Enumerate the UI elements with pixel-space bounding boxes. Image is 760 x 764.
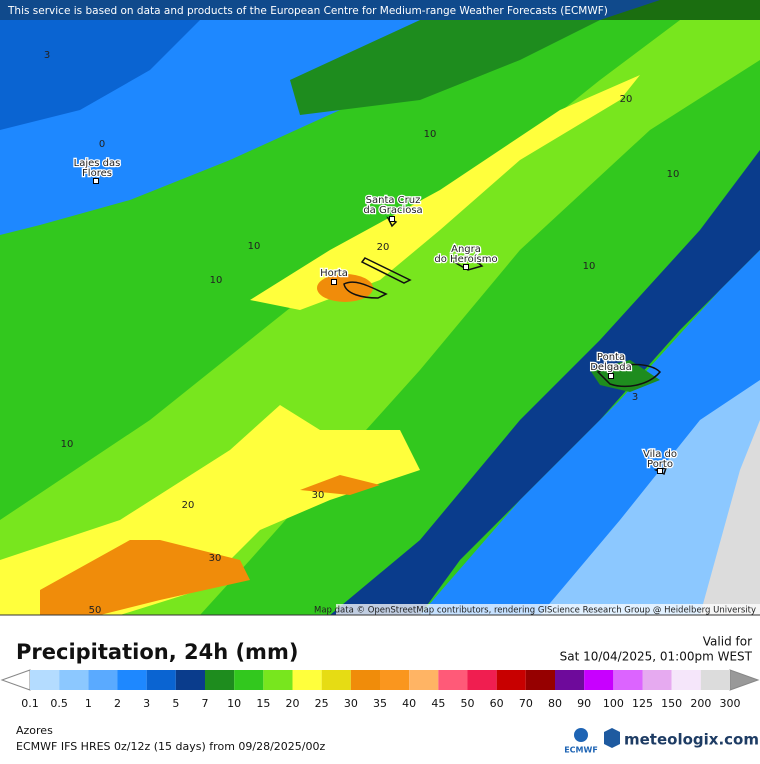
- place-label: Vila do: [643, 449, 677, 460]
- colorbar-swatch: [205, 670, 235, 690]
- contour-label: 10: [210, 275, 223, 286]
- colorbar-label: 7: [202, 697, 209, 710]
- colorbar-label: 200: [690, 697, 711, 710]
- colorbar-swatch: [117, 670, 147, 690]
- colorbar-label: 2: [114, 697, 121, 710]
- colorbar-label: 5: [172, 697, 179, 710]
- ecmwf-icon: [574, 728, 588, 742]
- colorbar-label: 30: [344, 697, 358, 710]
- valid-label: Valid for: [703, 635, 752, 649]
- place-label: Lajes das: [74, 158, 121, 169]
- place-label: Santa Cruz: [366, 195, 421, 206]
- colorbar-swatch: [438, 670, 468, 690]
- contour-label: 30: [209, 553, 222, 564]
- colorbar-under: [0, 669, 31, 691]
- colorbar-label: 0.1: [21, 697, 39, 710]
- colorbar-label: 0.5: [50, 697, 68, 710]
- place-label: Ponta: [597, 352, 625, 363]
- colorbar-swatch: [467, 670, 497, 690]
- colorbar-label: 80: [548, 697, 562, 710]
- colorbar-swatch: [234, 670, 264, 690]
- place-label: da Graciosa: [363, 205, 422, 216]
- colorbar-swatch: [584, 670, 614, 690]
- contour-label: 20: [620, 94, 633, 105]
- colorbar-label: 25: [315, 697, 329, 710]
- colorbar-swatch: [525, 670, 555, 690]
- colorbar-swatch: [321, 670, 351, 690]
- contour-label: 50: [89, 605, 102, 616]
- place-marker: [608, 373, 614, 379]
- colorbar-label: 50: [461, 697, 475, 710]
- colorbar-swatch: [146, 670, 176, 690]
- colorbar-swatch: [555, 670, 585, 690]
- colorbar-swatch: [30, 670, 60, 690]
- brand: meteologix.com: [624, 731, 759, 749]
- colorbar-label: 35: [373, 697, 387, 710]
- attribution: Map data © OpenStreetMap contributors, r…: [314, 606, 756, 616]
- contour-label: 20: [182, 500, 195, 511]
- region: Azores: [16, 724, 53, 737]
- colorbar-label: 300: [720, 697, 741, 710]
- contour-label: 10: [667, 169, 680, 180]
- place-label: Flores: [82, 168, 112, 179]
- contour-label: 3: [632, 392, 638, 403]
- colorbar-swatch: [175, 670, 205, 690]
- colorbar-label: 1: [85, 697, 92, 710]
- brand-icon: [604, 728, 620, 748]
- colorbar-label: 20: [286, 697, 300, 710]
- ecmwf-logo: ECMWF: [564, 746, 598, 755]
- place-label: Delgada: [590, 362, 632, 373]
- model-info: ECMWF IFS HRES 0z/12z (15 days) from 09/…: [16, 740, 326, 753]
- contour-label: 3: [44, 50, 50, 61]
- place-marker: [463, 264, 469, 270]
- contour-label: 30: [312, 490, 325, 501]
- place-marker: [331, 279, 337, 285]
- colorbar-label: 70: [519, 697, 533, 710]
- colorbar-label: 45: [431, 697, 445, 710]
- place-label: Angra: [451, 244, 481, 255]
- contour-label: 10: [61, 439, 74, 450]
- colorbar-label: 125: [632, 697, 653, 710]
- legend-title: Precipitation, 24h (mm): [16, 640, 298, 664]
- valid-time: Sat 10/04/2025, 01:00pm WEST: [560, 650, 753, 664]
- notice: This service is based on data and produc…: [7, 5, 608, 17]
- colorbar-swatch: [409, 670, 439, 690]
- colorbar-label: 60: [490, 697, 504, 710]
- colorbar-label: 10: [227, 697, 241, 710]
- colorbar-over: [729, 669, 760, 691]
- map: [0, 0, 760, 615]
- colorbar-swatch: [88, 670, 118, 690]
- colorbar-label: 15: [256, 697, 270, 710]
- place-marker: [389, 216, 395, 222]
- colorbar-swatch: [671, 670, 701, 690]
- place-label: Horta: [320, 268, 348, 279]
- contour-label: 10: [248, 241, 261, 252]
- colorbar-swatch: [700, 670, 730, 690]
- colorbar-label: 3: [143, 697, 150, 710]
- contour-label: 20: [377, 242, 390, 253]
- colorbar-swatch: [350, 670, 380, 690]
- contour-label: 10: [583, 261, 596, 272]
- notice-bar: [0, 0, 760, 20]
- place-marker: [657, 468, 663, 474]
- colorbar-swatch: [292, 670, 322, 690]
- place-marker: [93, 178, 99, 184]
- colorbar-label: 40: [402, 697, 416, 710]
- place-label: Porto: [647, 459, 673, 470]
- contour-label: 10: [424, 129, 437, 140]
- colorbar-swatch: [263, 670, 293, 690]
- colorbar-label: 150: [661, 697, 682, 710]
- colorbar-swatch: [59, 670, 89, 690]
- colorbar-label: 100: [603, 697, 624, 710]
- colorbar-swatch: [496, 670, 526, 690]
- contour-label: 0: [99, 139, 105, 150]
- colorbar-swatch: [380, 670, 410, 690]
- colorbar-label: 90: [577, 697, 591, 710]
- attribution-bg: [336, 604, 760, 615]
- place-label: do Heroísmo: [434, 253, 497, 265]
- colorbar-swatch: [613, 670, 643, 690]
- colorbar-swatch: [642, 670, 672, 690]
